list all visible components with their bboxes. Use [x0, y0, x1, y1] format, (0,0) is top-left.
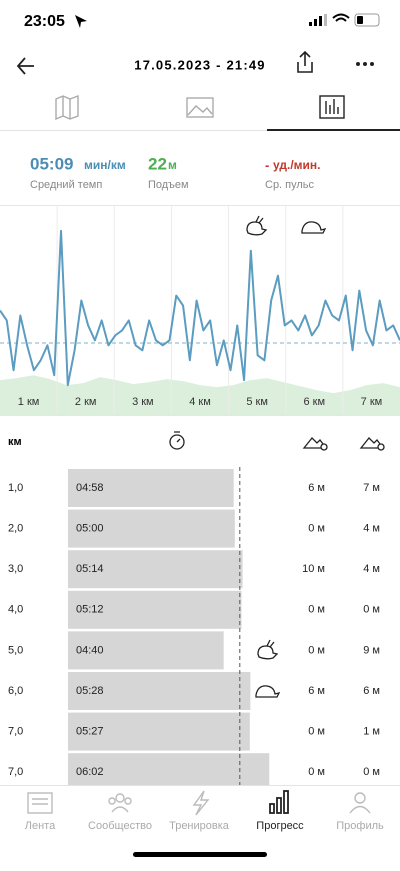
battery-icon	[354, 13, 380, 27]
active-tab-indicator	[267, 129, 400, 131]
pace-bar	[68, 550, 243, 589]
km-label: 2 км	[75, 396, 97, 408]
km-cell: 4,0	[8, 604, 23, 616]
km-header: км	[8, 436, 22, 448]
km-label: 6 км	[304, 396, 326, 408]
pace-bar	[68, 712, 250, 751]
ascent-cell: 6 м	[308, 685, 325, 697]
pace-cell: 05:00	[76, 523, 104, 535]
ascent-unit: м	[168, 158, 177, 172]
pace-line	[0, 229, 400, 387]
km-label: 1 км	[18, 396, 40, 408]
chart-bottom-border	[0, 415, 400, 416]
workout-icon	[192, 790, 210, 816]
ascent-cell: 0 м	[308, 644, 325, 656]
progress-icon	[269, 790, 289, 814]
ascent-cell: 0 м	[308, 766, 325, 778]
ascent-cell: 10 м	[302, 563, 325, 575]
nav-profile[interactable]: Профиль	[336, 820, 384, 832]
nav-workout[interactable]: Тренировка	[169, 820, 230, 832]
descent-cell: 0 м	[363, 766, 380, 778]
splits-table: 1,0 04:58 6 м 7 м 2,0 05:00 0 м 4 м 3,0 05:14 10 м…	[8, 467, 380, 792]
tab-divider	[0, 130, 400, 131]
pace-unit: мин/км	[84, 158, 126, 172]
location-icon	[75, 15, 87, 28]
nav-feed[interactable]: Лента	[25, 820, 56, 832]
chart-top-border	[0, 205, 400, 206]
slowest-icon	[301, 221, 327, 234]
photo-tab[interactable]	[186, 97, 214, 118]
pace-cell: 05:14	[76, 563, 104, 575]
descent-cell: 1 м	[363, 726, 380, 738]
pace-cell: 06:02	[76, 766, 104, 778]
signal-icon	[309, 14, 327, 26]
pace-cell: 05:28	[76, 685, 104, 697]
chart-tab[interactable]	[319, 95, 345, 119]
ascent-cell: 6 м	[308, 482, 325, 494]
pace-cell: 05:12	[76, 604, 104, 616]
ascent-header-icon	[302, 437, 328, 451]
community-icon	[108, 793, 132, 813]
ascent-cell: 0 м	[308, 523, 325, 535]
ascent-label: Подъем	[148, 179, 189, 191]
share-button[interactable]	[297, 50, 313, 73]
ascent-cell: 0 м	[308, 604, 325, 616]
descent-cell: 6 м	[363, 685, 380, 697]
km-cell: 5,0	[8, 644, 23, 656]
nav-divider	[0, 785, 400, 786]
pace-bar	[68, 753, 270, 792]
pulse-value: -	[265, 157, 269, 172]
map-tab[interactable]	[55, 94, 79, 121]
pace-bar	[68, 590, 242, 629]
more-button[interactable]	[356, 62, 374, 66]
pace-bar	[68, 672, 251, 710]
home-indicator	[133, 852, 267, 857]
km-cell: 7,0	[8, 726, 23, 738]
pace-cell: 04:40	[76, 644, 104, 656]
nav-progress[interactable]: Прогресс	[256, 820, 304, 832]
ascent-cell: 0 м	[308, 726, 325, 738]
nav-community[interactable]: Сообщество	[88, 820, 152, 832]
descent-header-icon	[359, 437, 385, 451]
pace-bar	[68, 509, 235, 548]
descent-cell: 0 м	[363, 604, 380, 616]
km-label: 7 км	[361, 396, 383, 408]
pulse-unit: уд./мин.	[273, 158, 321, 172]
pace-cell: 05:27	[76, 726, 104, 738]
elevation-area	[0, 375, 400, 415]
header-title: 17.05.2023 - 21:49	[134, 57, 265, 72]
km-label: 5 км	[246, 396, 268, 408]
descent-cell: 4 м	[363, 523, 380, 535]
descent-cell: 4 м	[363, 563, 380, 575]
feed-icon	[27, 792, 53, 814]
km-cell: 6,0	[8, 685, 23, 697]
km-cell: 1,0	[8, 482, 23, 494]
slowest-row-icon	[255, 685, 281, 698]
pace-bar	[68, 631, 224, 670]
pace-label: Средний темп	[30, 179, 102, 191]
km-label: 4 км	[189, 396, 211, 408]
pulse-label: Ср. пульс	[265, 179, 315, 191]
km-cell: 7,0	[8, 766, 23, 778]
profile-icon	[349, 792, 371, 814]
fastest-row-icon	[257, 639, 279, 660]
ascent-value: 22	[148, 154, 167, 173]
pace-value: 05:09	[30, 154, 73, 173]
pace-chart: 1 км 2 км 3 км 4 км 5 км 6 км 7 км	[0, 206, 400, 415]
descent-cell: 9 м	[363, 644, 380, 656]
wifi-icon	[332, 13, 350, 22]
descent-cell: 7 м	[363, 482, 380, 494]
time-header-icon	[169, 431, 185, 450]
km-label: 3 км	[132, 396, 154, 408]
km-cell: 3,0	[8, 563, 23, 575]
pace-cell: 04:58	[76, 482, 104, 494]
battery-level	[357, 16, 363, 24]
pace-bar	[68, 469, 234, 507]
fastest-icon	[246, 215, 268, 236]
km-cell: 2,0	[8, 523, 23, 535]
back-button[interactable]	[16, 57, 34, 75]
status-time: 23:05	[24, 13, 65, 30]
